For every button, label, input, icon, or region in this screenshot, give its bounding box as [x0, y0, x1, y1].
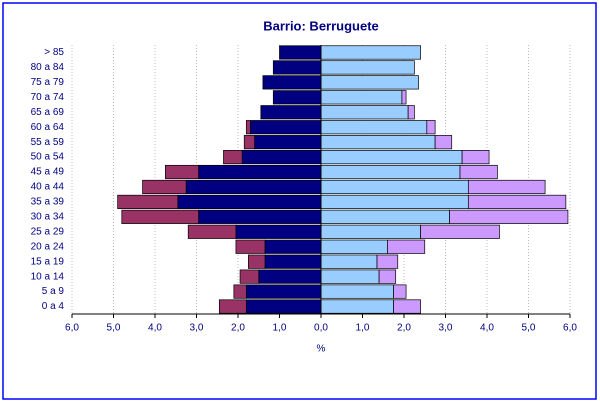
bar-segment [262, 75, 322, 90]
bar-segment [272, 90, 322, 105]
y-tick-label: 30 a 34 [31, 212, 65, 223]
bar-segment [320, 224, 421, 239]
x-tick-label: 1,0 [273, 323, 287, 334]
bar-segment [320, 135, 436, 150]
bar-segment [320, 269, 380, 284]
y-tick-label: 45 a 49 [31, 167, 65, 178]
x-tick-label: 5,0 [107, 323, 121, 334]
y-tick-label: 5 a 9 [42, 286, 65, 297]
x-tick-label: 6,0 [65, 323, 79, 334]
bar-segment [320, 105, 409, 120]
y-tick-label: 15 a 19 [31, 256, 65, 267]
y-tick-label: 70 a 74 [31, 92, 65, 103]
y-tick-label: 10 a 14 [31, 271, 65, 282]
x-tick-label: 1,0 [356, 323, 370, 334]
bar-segment [320, 60, 415, 75]
bar-segment [279, 45, 322, 60]
bar-segment [320, 254, 378, 269]
bar-segment [320, 179, 469, 195]
bar-segment [376, 254, 399, 269]
bar-segment [245, 284, 322, 299]
x-axis-label: % [317, 344, 326, 355]
bar-segment [241, 150, 322, 165]
bar-segment [223, 150, 243, 165]
bar-segment [198, 209, 322, 224]
y-tick-label: > 85 [44, 47, 64, 58]
x-tick-label: 4,0 [148, 323, 162, 334]
bar-segment [467, 179, 546, 195]
y-tick-label: 25 a 29 [31, 226, 65, 237]
chart-title: Barrio: Berruguete [263, 18, 379, 33]
x-tick-label: 5,0 [522, 323, 536, 334]
y-tick-label: 0 a 4 [42, 301, 65, 312]
bar-segment [401, 90, 407, 105]
bar-segment [264, 239, 322, 254]
bar-segment [272, 60, 322, 75]
bar-segment [258, 269, 322, 284]
bar-segment [393, 284, 407, 299]
x-tick-label: 0,0 [314, 323, 328, 334]
bar-segment [393, 299, 421, 314]
bar-segment [320, 120, 428, 135]
bar-segment [185, 179, 322, 195]
bar-segment [407, 105, 415, 120]
bar-segment [260, 105, 322, 120]
bar-segment [320, 164, 461, 180]
bar-segment [387, 239, 426, 254]
bar-segment [434, 135, 453, 150]
y-tick-label: 55 a 59 [31, 137, 65, 148]
bar-segment [254, 135, 322, 150]
bar-segment [142, 179, 187, 195]
bar-segment [117, 194, 179, 209]
bar-segment [449, 209, 569, 224]
bar-segment [467, 194, 567, 209]
bar-segment [187, 224, 237, 239]
y-tick-label: 35 a 39 [31, 197, 65, 208]
y-tick-label: 80 a 84 [31, 62, 65, 73]
bar-segment [198, 164, 322, 180]
y-tick-label: 75 a 79 [31, 77, 65, 88]
bar-segment [461, 150, 490, 165]
bar-segment [320, 75, 419, 90]
bar-segment [245, 299, 322, 314]
bar-segment [320, 284, 394, 299]
y-tick-label: 20 a 24 [31, 241, 65, 252]
y-tick-label: 65 a 69 [31, 107, 65, 118]
x-tick-label: 3,0 [439, 323, 453, 334]
bar-segment [320, 90, 403, 105]
bar-segment [235, 239, 266, 254]
bar-segment [250, 120, 322, 135]
bar-segment [320, 150, 463, 165]
bar-segment [426, 120, 436, 135]
bar-segment [264, 254, 322, 269]
bar-segment [239, 269, 260, 284]
bar-segment [121, 209, 199, 224]
x-tick-label: 2,0 [231, 323, 245, 334]
x-tick-label: 2,0 [397, 323, 411, 334]
bar-segment [248, 254, 266, 269]
bar-segment [245, 120, 251, 135]
bar-segment [459, 164, 498, 180]
bar-segment [378, 269, 397, 284]
bar-segment [320, 194, 469, 209]
bar-segment [320, 239, 388, 254]
y-tick-label: 50 a 54 [31, 152, 65, 163]
bar-segment [320, 209, 450, 224]
bar-segment [320, 299, 394, 314]
bar-segment [233, 284, 247, 299]
y-tick-label: 40 a 44 [31, 182, 65, 193]
x-tick-label: 4,0 [480, 323, 494, 334]
bar-segment [320, 45, 421, 60]
x-tick-label: 3,0 [190, 323, 204, 334]
bar-segment [235, 224, 322, 239]
bar-segment [177, 194, 322, 209]
bar-segment [243, 135, 255, 150]
x-tick-label: 6,0 [563, 323, 577, 334]
bar-segment [218, 299, 247, 314]
y-tick-label: 60 a 64 [31, 122, 65, 133]
bar-segment [420, 224, 500, 239]
bar-segment [165, 164, 199, 180]
